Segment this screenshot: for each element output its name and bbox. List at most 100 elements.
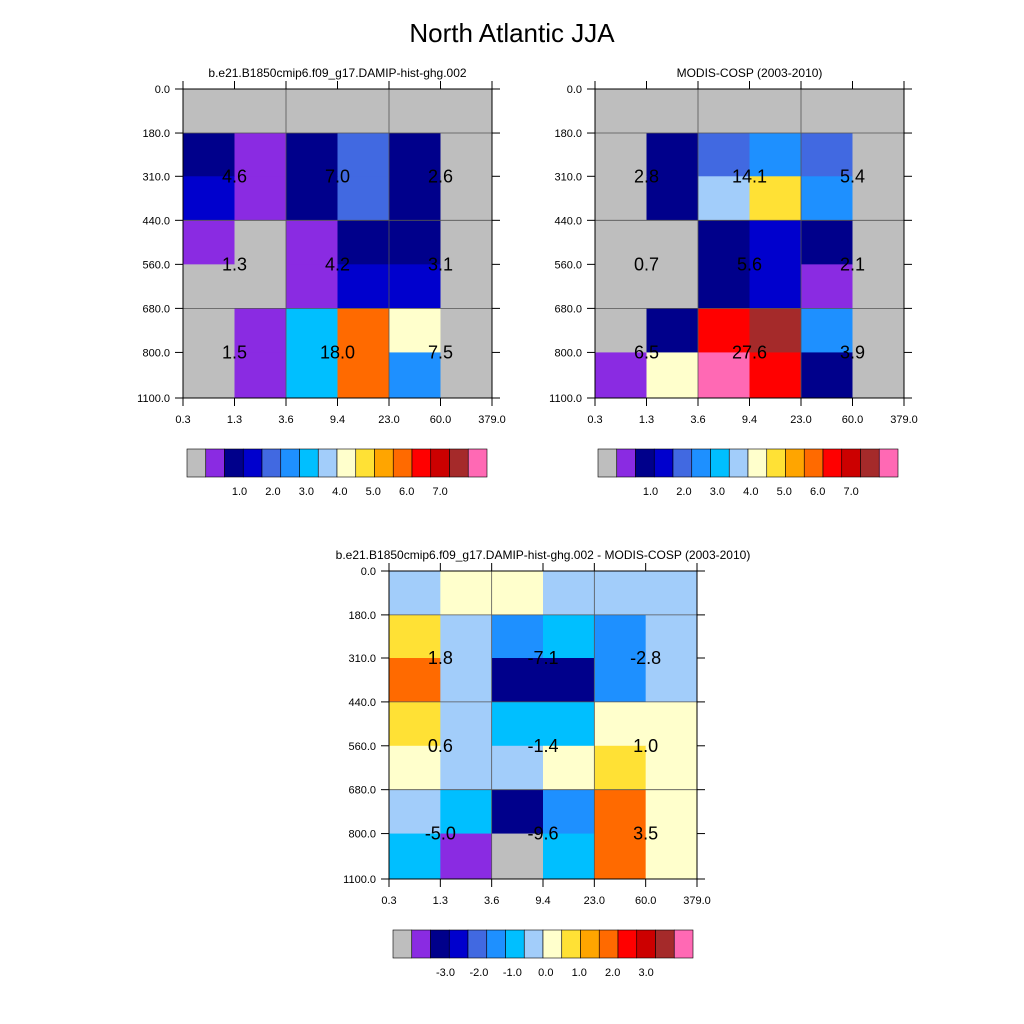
heatmap-panel-2: MODIS-COSP (2003-2010) 0.3 1.3 3.6 9.4 23.0 60… — [549, 66, 918, 498]
heatmap-cell — [646, 89, 699, 134]
heatmap-cell — [234, 176, 287, 221]
cell-value-label: 1.8 — [428, 648, 453, 668]
heatmap-cell — [594, 789, 647, 835]
y-tick-label: 0.0 — [155, 84, 170, 96]
colorbar-label: 2.0 — [676, 486, 691, 498]
colorbar-label: 7.0 — [843, 486, 858, 498]
panel-title: b.e21.B1850cmip6.f09_g17.DAMIP-hist-ghg.… — [336, 548, 751, 562]
heatmap-cell — [389, 789, 441, 835]
panel-title: b.e21.B1850cmip6.f09_g17.DAMIP-hist-ghg.… — [208, 66, 466, 80]
colorbar-label: -1.0 — [503, 967, 522, 979]
heatmap-cell — [234, 352, 287, 399]
heatmap-cell — [645, 571, 698, 616]
heatmap-cell — [749, 220, 802, 265]
heatmap-cell — [440, 658, 493, 703]
heatmap-cell — [389, 89, 441, 134]
colorbar-swatch — [449, 448, 469, 478]
heatmap-cell — [491, 789, 544, 835]
heatmap-cell — [389, 308, 441, 353]
cell-value-label: -9.6 — [527, 824, 558, 844]
x-tick-label: 379.0 — [478, 414, 506, 426]
x-tick-label: 1.3 — [639, 414, 654, 426]
heatmap-cell — [543, 614, 595, 659]
heatmap-cell — [646, 264, 699, 309]
colorbar-swatch — [803, 448, 824, 478]
heatmap-cell — [594, 614, 647, 659]
heatmap-cell — [337, 89, 390, 134]
cell-value-label: 3.5 — [633, 824, 658, 844]
colorbar-label: 1.0 — [232, 486, 247, 498]
colorbar-swatch — [374, 448, 394, 478]
x-tick-label: 379.0 — [890, 414, 918, 426]
panel-title: MODIS-COSP (2003-2010) — [677, 66, 823, 80]
heatmap-cell — [543, 833, 595, 880]
heatmap-cell — [183, 220, 235, 265]
colorbar-swatch — [597, 448, 618, 478]
x-tick-label: 60.0 — [842, 414, 863, 426]
x-tick-label: 60.0 — [430, 414, 451, 426]
heatmap-cell — [389, 264, 441, 309]
cell-value-label: 3.9 — [840, 342, 865, 362]
heatmap-cell — [594, 658, 647, 703]
y-tick-label: 180.0 — [554, 128, 582, 140]
heatmap-cell — [440, 833, 493, 880]
heatmap-cell — [645, 701, 698, 747]
colorbar-swatch — [672, 448, 693, 478]
y-tick-label: 440.0 — [142, 215, 170, 227]
y-tick-label: 310.0 — [554, 171, 582, 183]
heatmap-cell — [440, 264, 493, 309]
heatmap-panel-1: b.e21.B1850cmip6.f09_g17.DAMIP-hist-ghg.… — [137, 66, 506, 498]
colorbar-swatch — [467, 929, 488, 959]
colorbar-swatch — [860, 448, 880, 478]
heatmap-cell — [491, 658, 544, 703]
cell-value-label: 4.2 — [325, 254, 350, 274]
cell-value-label: 5.4 — [840, 166, 865, 186]
y-tick-label: 0.0 — [361, 566, 376, 578]
cell-value-label: -1.4 — [527, 736, 558, 756]
x-tick-label: 9.4 — [330, 414, 345, 426]
y-tick-label: 180.0 — [142, 128, 170, 140]
heatmap-cell — [234, 264, 287, 309]
colorbar-swatch — [448, 929, 469, 959]
heatmap-cell — [595, 176, 647, 221]
cell-value-label: -5.0 — [425, 824, 456, 844]
colorbar-swatch — [653, 448, 674, 478]
heatmap-cell — [852, 133, 905, 177]
heatmap-cell — [440, 614, 493, 659]
heatmap-cell — [749, 308, 802, 353]
colorbar-swatch — [505, 929, 525, 959]
colorbar-swatch — [261, 448, 282, 478]
colorbar-label: 0.0 — [538, 967, 553, 979]
cell-value-label: -7.1 — [527, 648, 558, 668]
heatmap-cell — [183, 89, 235, 134]
heatmap-cell — [286, 352, 338, 399]
colorbar-label: -2.0 — [469, 967, 488, 979]
heatmap-cell — [645, 789, 698, 835]
colorbar-label: 4.0 — [332, 486, 347, 498]
heatmap-cell — [389, 352, 441, 399]
heatmap-cell — [594, 745, 647, 791]
colorbar-label: 2.0 — [605, 967, 620, 979]
heatmap-cell — [183, 264, 235, 309]
cell-value-label: 2.6 — [428, 166, 453, 186]
y-tick-label: 310.0 — [142, 171, 170, 183]
colorbar-swatch — [636, 929, 656, 959]
heatmap-cell — [440, 220, 493, 265]
cell-value-label: 3.1 — [428, 254, 453, 274]
heatmap-cell — [286, 220, 338, 265]
colorbar-label: 1.0 — [572, 967, 587, 979]
cell-value-label: 7.0 — [325, 166, 350, 186]
heatmap-cell — [698, 220, 750, 265]
colorbar-label: 2.0 — [265, 486, 280, 498]
heatmap-panel-3: b.e21.B1850cmip6.f09_g17.DAMIP-hist-ghg.… — [336, 548, 751, 979]
colorbar-label: 3.0 — [710, 486, 725, 498]
heatmap-cell — [595, 220, 647, 265]
heatmap-cell — [852, 352, 905, 399]
heatmap-cell — [491, 614, 544, 659]
colorbar-swatch — [655, 929, 675, 959]
cell-value-label: 0.7 — [634, 254, 659, 274]
x-tick-label: 9.4 — [535, 895, 550, 907]
y-tick-label: 1100.0 — [549, 393, 582, 405]
colorbar-label: 5.0 — [777, 486, 792, 498]
heatmap-cell — [595, 352, 647, 399]
